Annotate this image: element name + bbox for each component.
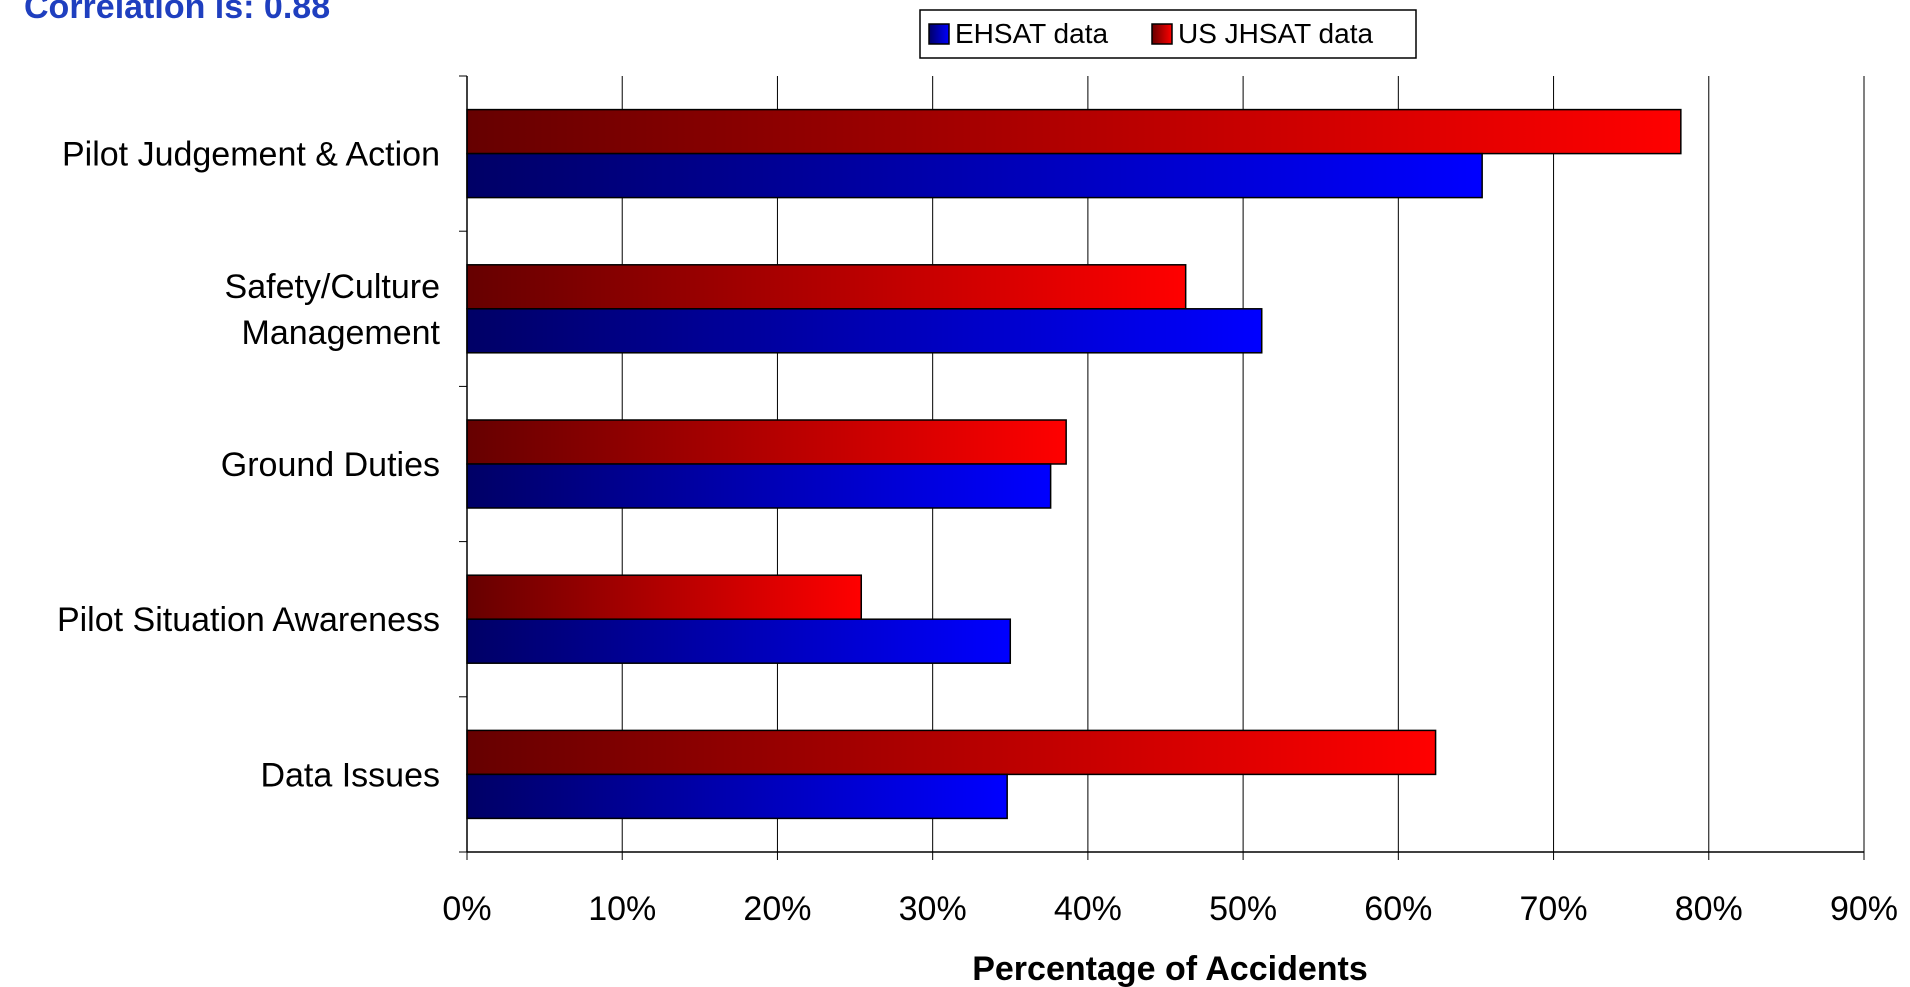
x-tick-label: 0% [442,890,491,928]
x-tick-label: 20% [743,890,811,928]
category-label: Data Issues [260,756,440,794]
bar-us-jhsat [466,729,1437,776]
bar-ehsat [466,773,1008,820]
axis-labels: 0% 10% 20% 30% 40% 50% 60% 70% 80% 90% Pilot Judge… [57,136,1898,928]
x-tick-label: 90% [1830,890,1898,928]
bar-us-jhsat [466,108,1682,155]
bar-us-jhsat [466,419,1067,465]
x-tick-label: 30% [899,890,967,928]
category-label: Pilot Situation Awareness [57,601,440,639]
bar-ehsat [466,618,1012,664]
legend-label: EHSAT data [955,18,1108,49]
x-tick-label: 50% [1209,890,1277,928]
axes [459,75,1865,860]
legend-label: US JHSAT data [1178,18,1373,49]
bar-ehsat [466,308,1263,354]
bar-us-jhsat [466,264,1187,310]
category-label: Ground Duties [221,446,440,484]
category-label: Safety/Culture [225,268,440,306]
legend-swatch [1151,23,1173,45]
chart-title: Correlation is: 0.88 [24,0,331,26]
legend: EHSAT data US JHSAT data [919,9,1417,59]
x-tick-label: 40% [1054,890,1122,928]
x-axis-title: Percentage of Accidents [972,950,1368,987]
x-tick-label: 60% [1364,890,1432,928]
x-tick-label: 10% [588,890,656,928]
x-tick-label: 80% [1675,890,1743,928]
category-label: Pilot Judgement & Action [62,136,440,174]
bar-ehsat [466,463,1052,509]
bar-us-jhsat [466,574,863,620]
legend-swatch [928,23,950,45]
category-label: Management [242,314,441,352]
bars [466,108,1682,820]
bar-ehsat [466,152,1483,199]
x-tick-label: 70% [1520,890,1588,928]
